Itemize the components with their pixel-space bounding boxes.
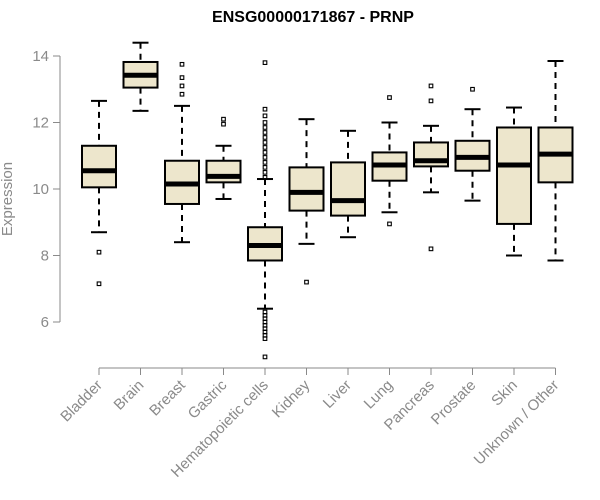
outlier-point [428,98,434,104]
y-tick-label: 10 [32,181,49,198]
box-kidney [288,118,325,285]
box-skin [496,106,532,257]
outlier-point [428,83,434,89]
outlier-point [262,145,268,150]
x-tick-label: Brain [111,377,148,414]
outlier-point [262,60,268,65]
box-iqr [496,126,532,225]
outlier-point [262,354,268,360]
chart-title: ENSG00000171867 - PRNP [212,9,414,26]
x-tick-label: Kidney [269,376,314,421]
outlier-point [179,91,185,97]
x-tick-label: Bladder [57,377,106,426]
x-tick-label: Liver [320,377,355,412]
box-hematopoietic-cells [247,60,283,360]
boxes-group [81,41,574,360]
box-gastric [205,116,242,200]
outlier-point [221,116,226,122]
outlier-point [262,130,268,135]
y-tick-label: 6 [41,314,49,331]
box-iqr [205,159,242,184]
box-bladder [81,99,117,287]
x-tick-label: Breast [146,376,189,419]
outlier-point [262,113,268,119]
box-prostate [454,86,491,202]
box-brain [122,41,159,112]
box-iqr [288,166,325,212]
x-tick-label: Skin [488,377,521,410]
outlier-point [262,150,268,155]
outlier-point [262,106,268,112]
outlier-point [179,83,185,89]
y-tick-label: 12 [32,115,49,132]
outlier-point [262,175,268,180]
y-tick-label: 8 [41,248,49,265]
outlier-point [387,95,392,100]
outlier-point [262,170,268,175]
outlier-point [387,221,392,227]
box-pancreas [413,83,449,252]
outlier-point [304,279,309,285]
outlier-point [179,61,185,67]
box-breast [164,61,200,244]
y-axis-label: Expression [0,162,16,236]
box-liver [330,129,366,239]
outlier-point [96,249,102,255]
box-lung [371,95,408,227]
y-axis: 6 8 10 12 14 [32,48,61,331]
x-tick-label: Lung [361,377,397,413]
box-unknown-other [537,59,574,262]
outlier-point [96,281,102,287]
outlier-point [262,165,268,170]
x-tick-label: Prostate [428,377,480,429]
outlier-point [262,125,268,130]
y-tick-label: 14 [32,48,49,65]
box-iqr [81,144,117,189]
outlier-point [262,309,268,315]
outlier-point [262,135,268,140]
outlier-point [262,120,268,125]
outlier-point [262,140,268,145]
outlier-point [221,121,226,127]
box-iqr [330,161,366,217]
outlier-point [428,246,434,252]
outlier-point [262,155,268,160]
outlier-point [470,86,475,92]
outlier-point [179,75,185,80]
outlier-point [262,160,268,165]
